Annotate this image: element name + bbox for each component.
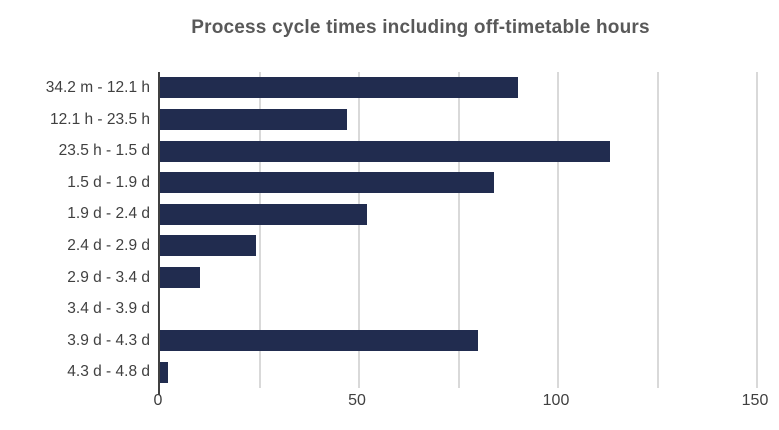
x-axis-label: 150 [741, 392, 769, 409]
x-axis-zero-tick [158, 388, 160, 395]
bar [160, 203, 367, 225]
bar [160, 266, 200, 288]
x-axis-label: 0 [153, 392, 163, 409]
bar [160, 330, 479, 352]
y-axis-label: 12.1 h - 23.5 h [50, 110, 150, 128]
y-axis-label: 1.5 d - 1.9 d [67, 173, 150, 191]
gridline [756, 72, 758, 388]
x-axis-label: 100 [542, 392, 570, 409]
gridline [258, 72, 261, 388]
y-axis-label: 2.9 d - 3.4 d [67, 268, 150, 286]
bar [160, 140, 610, 162]
bar [160, 361, 168, 383]
bar [160, 108, 348, 130]
gridline [457, 72, 460, 388]
y-axis-label: 4.3 d - 4.8 d [67, 363, 150, 381]
y-axis-label: 1.9 d - 2.4 d [67, 205, 150, 223]
gridline [358, 72, 360, 388]
y-axis-label: 2.4 d - 2.9 d [67, 237, 150, 254]
y-axis-label: 34.2 m - 12.1 h [45, 79, 150, 96]
bar [160, 77, 519, 99]
plot-area [158, 72, 758, 395]
chart-title: Process cycle times including off-timeta… [191, 17, 650, 38]
x-axis-label: 50 [348, 392, 366, 409]
y-axis-label: 3.4 d - 3.9 d [67, 300, 150, 318]
gridline [656, 72, 659, 388]
y-axis-label: 3.9 d - 4.3 d [67, 331, 150, 349]
bar [160, 235, 256, 257]
y-axis-label: 23.5 h - 1.5 d [58, 142, 150, 160]
bar [160, 172, 495, 194]
gridline [557, 72, 559, 388]
